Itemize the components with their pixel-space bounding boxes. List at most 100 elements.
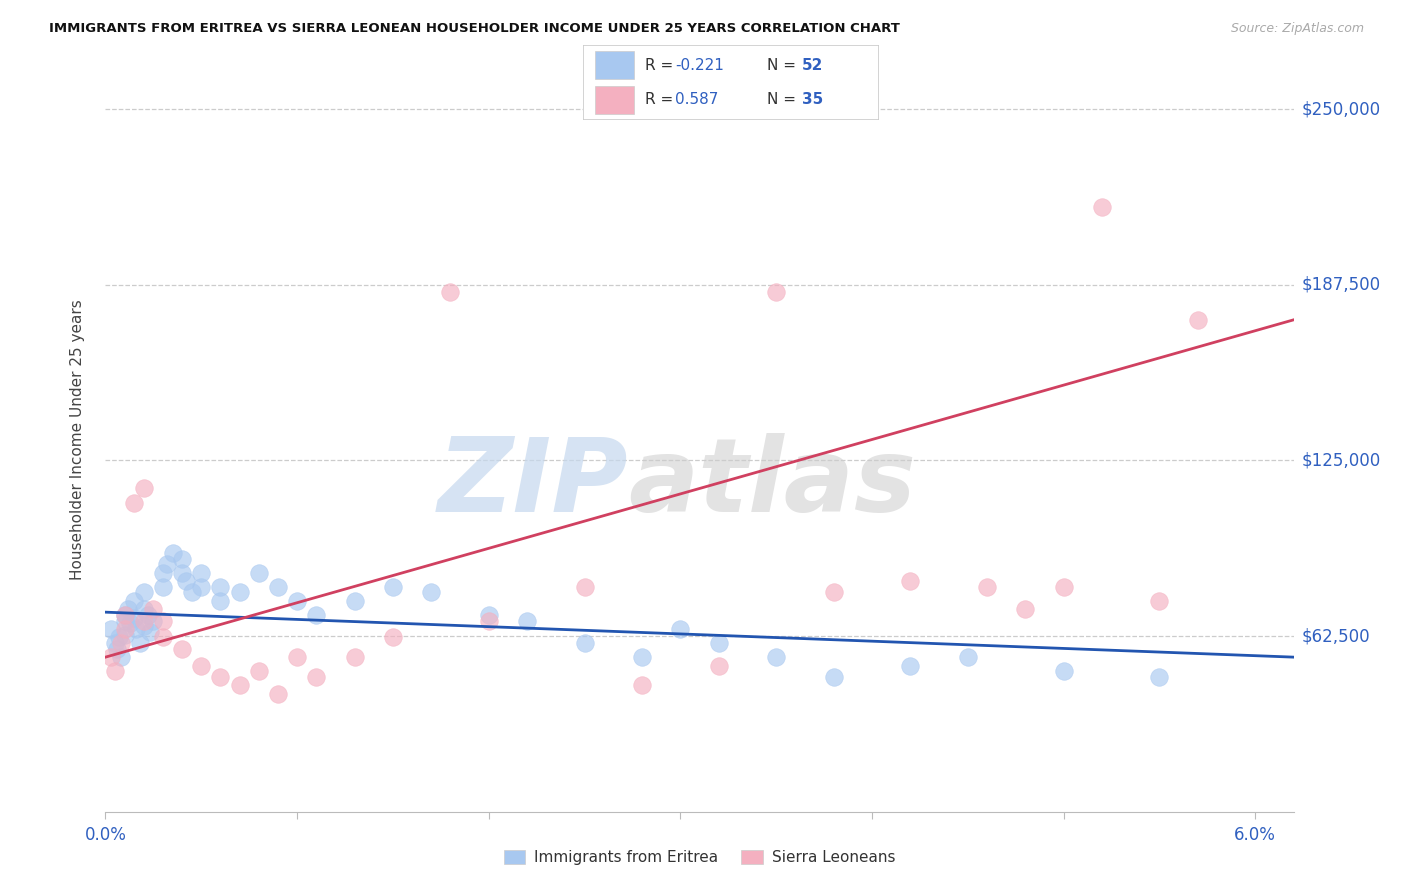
Point	[190, 566, 212, 580]
Point	[669, 622, 692, 636]
Point	[114, 614, 136, 628]
Point	[765, 285, 787, 299]
Point	[114, 627, 136, 641]
Point	[117, 602, 139, 616]
Point	[1052, 580, 1074, 594]
Point	[439, 285, 461, 299]
Point	[247, 566, 270, 580]
Point	[305, 670, 328, 684]
Bar	[595, 51, 634, 78]
Point	[267, 580, 290, 594]
Point	[172, 551, 194, 566]
Point	[381, 580, 404, 594]
Point	[132, 619, 155, 633]
Point	[129, 636, 152, 650]
Point	[267, 687, 290, 701]
Point	[381, 631, 404, 645]
Point	[104, 636, 127, 650]
Point	[478, 614, 501, 628]
Point	[120, 616, 142, 631]
Point	[228, 678, 250, 692]
Point	[976, 580, 998, 594]
Point	[228, 585, 250, 599]
Point	[765, 650, 787, 665]
Y-axis label: Householder Income Under 25 years: Householder Income Under 25 years	[70, 299, 84, 580]
Text: atlas: atlas	[628, 434, 917, 534]
Text: R =: R =	[645, 58, 679, 72]
Point	[343, 594, 366, 608]
Point	[190, 580, 212, 594]
Point	[285, 650, 308, 665]
Point	[631, 678, 654, 692]
Point	[132, 482, 155, 496]
Point	[152, 614, 174, 628]
Point	[1149, 594, 1171, 608]
Point	[138, 624, 160, 639]
Point	[574, 580, 596, 594]
Point	[104, 664, 127, 678]
Point	[110, 650, 132, 665]
FancyBboxPatch shape	[583, 45, 879, 120]
Text: $125,000: $125,000	[1302, 451, 1381, 469]
Point	[172, 566, 194, 580]
Text: 0.587: 0.587	[675, 93, 718, 107]
Text: R =: R =	[645, 93, 683, 107]
Text: 35: 35	[801, 93, 824, 107]
Point	[114, 622, 136, 636]
Text: N =: N =	[766, 58, 800, 72]
Text: N =: N =	[766, 93, 800, 107]
Point	[156, 558, 179, 572]
Point	[152, 566, 174, 580]
Point	[209, 580, 232, 594]
Text: -0.221: -0.221	[675, 58, 724, 72]
Point	[100, 622, 122, 636]
Point	[172, 641, 194, 656]
Point	[132, 585, 155, 599]
Point	[108, 631, 131, 645]
Point	[478, 607, 501, 622]
Point	[1052, 664, 1074, 678]
Text: $250,000: $250,000	[1302, 100, 1381, 118]
Point	[823, 585, 845, 599]
Point	[132, 614, 155, 628]
Point	[122, 611, 145, 625]
Point	[420, 585, 443, 599]
Text: $187,500: $187,500	[1302, 276, 1381, 293]
Point	[1187, 313, 1209, 327]
Point	[1149, 670, 1171, 684]
Point	[142, 602, 165, 616]
Point	[100, 650, 122, 665]
Point	[574, 636, 596, 650]
Point	[110, 636, 132, 650]
Point	[142, 614, 165, 628]
Point	[209, 594, 232, 608]
Point	[174, 574, 197, 589]
Point	[125, 622, 148, 636]
Bar	[595, 87, 634, 114]
Point	[285, 594, 308, 608]
Text: IMMIGRANTS FROM ERITREA VS SIERRA LEONEAN HOUSEHOLDER INCOME UNDER 25 YEARS CORR: IMMIGRANTS FROM ERITREA VS SIERRA LEONEA…	[49, 22, 900, 36]
Point	[898, 574, 921, 589]
Text: ZIP: ZIP	[437, 434, 628, 534]
Point	[343, 650, 366, 665]
Point	[209, 670, 232, 684]
Point	[122, 594, 145, 608]
Point	[136, 607, 159, 622]
Legend: Immigrants from Eritrea, Sierra Leoneans: Immigrants from Eritrea, Sierra Leoneans	[498, 844, 901, 871]
Point	[114, 607, 136, 622]
Point	[152, 631, 174, 645]
Point	[190, 658, 212, 673]
Point	[180, 585, 202, 599]
Point	[132, 602, 155, 616]
Point	[707, 636, 730, 650]
Point	[823, 670, 845, 684]
Point	[1091, 201, 1114, 215]
Point	[707, 658, 730, 673]
Point	[305, 607, 328, 622]
Point	[152, 580, 174, 594]
Point	[1014, 602, 1036, 616]
Point	[122, 495, 145, 509]
Point	[114, 607, 136, 622]
Point	[898, 658, 921, 673]
Text: 52: 52	[801, 58, 824, 72]
